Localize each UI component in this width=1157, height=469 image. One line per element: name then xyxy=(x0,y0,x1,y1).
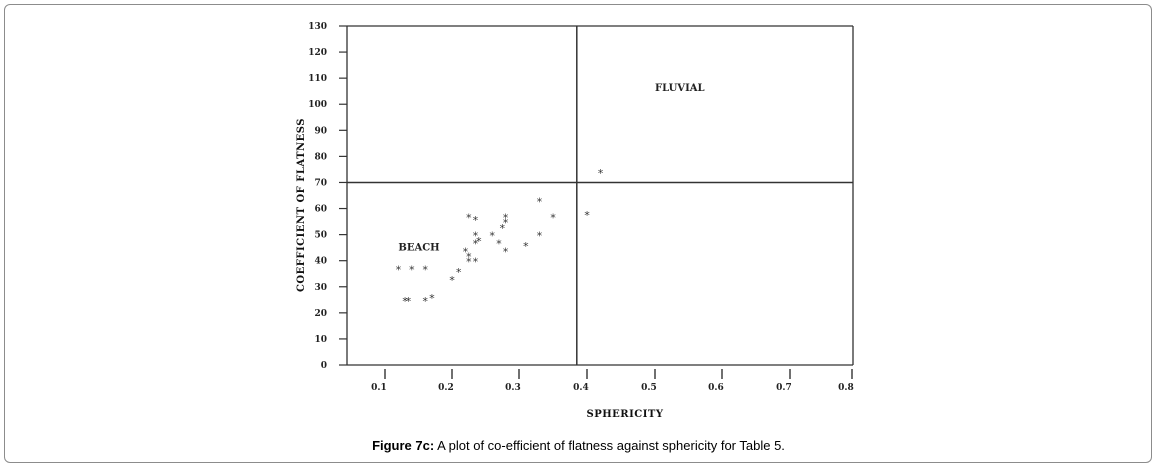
data-point: * xyxy=(536,196,543,209)
data-point: * xyxy=(472,256,479,269)
data-point: * xyxy=(405,295,412,308)
y-tick-label: 20 xyxy=(314,309,327,319)
data-point: * xyxy=(550,211,557,224)
data-point: * xyxy=(395,264,402,277)
y-tick-label: 0 xyxy=(321,361,327,371)
data-point: * xyxy=(402,295,409,308)
data-point: * xyxy=(429,292,436,305)
y-tick-label: 60 xyxy=(314,205,327,215)
data-points: **************** **** **** * *** * * xyxy=(395,167,604,308)
x-axis-title: SPHERICITY xyxy=(586,409,663,420)
data-point: * xyxy=(449,274,456,287)
data-point: * xyxy=(465,256,472,269)
y-tick-label: 90 xyxy=(314,126,327,136)
data-point: * xyxy=(475,235,482,248)
y-tick-label: 80 xyxy=(314,152,327,162)
data-point: * xyxy=(465,211,472,224)
caption-label: Figure 7c: xyxy=(372,438,435,453)
data-point: * xyxy=(465,250,472,263)
figure-frame xyxy=(4,4,1152,463)
data-point: * xyxy=(489,230,496,243)
region-dividers xyxy=(347,26,853,365)
data-point: * xyxy=(422,264,429,277)
x-tick-label: 0.5 xyxy=(641,383,657,393)
x-tick-label: 0.4 xyxy=(573,383,589,393)
figure-caption: Figure 7c: A plot of co-efficient of fla… xyxy=(0,438,1157,453)
data-point: * xyxy=(584,209,591,222)
y-tick-label: 40 xyxy=(314,257,327,267)
data-point: * xyxy=(499,222,506,235)
data-point: * xyxy=(455,266,462,279)
chart-ticks: 0 10 20 30 40 50 60 70 80 90 100 110 120 130 0.1 0.2 0.3… xyxy=(308,22,854,393)
data-point: * xyxy=(408,264,415,277)
x-tick-label: 0.8 xyxy=(838,383,854,393)
data-point: * xyxy=(597,167,604,180)
data-point: * xyxy=(496,237,503,250)
x-tick-label: 0.1 xyxy=(371,383,387,393)
data-point: * xyxy=(536,230,543,243)
y-tick-label: 30 xyxy=(314,283,327,293)
data-point: * xyxy=(522,240,529,253)
y-tick-label: 50 xyxy=(314,231,327,241)
data-point: * xyxy=(472,230,479,243)
y-tick-label: 120 xyxy=(308,48,327,58)
caption-text: A plot of co-efficient of flatness again… xyxy=(434,438,785,453)
x-tick-label: 0.2 xyxy=(438,383,454,393)
data-point: * xyxy=(502,211,509,224)
y-tick-label: 70 xyxy=(314,178,327,188)
x-tick-label: 0.6 xyxy=(708,383,724,393)
y-tick-label: 10 xyxy=(314,335,327,345)
data-point: * xyxy=(472,237,479,250)
x-tick-label: 0.7 xyxy=(776,383,792,393)
data-point: * xyxy=(462,245,469,258)
chart-labels: FLUVIAL BEACH SPHERICITY COEFFICIENT OF FLA… xyxy=(296,83,705,420)
data-point: * xyxy=(472,214,479,227)
region-label: FLUVIAL xyxy=(655,83,705,94)
data-point: * xyxy=(502,245,509,258)
data-point: * xyxy=(422,295,429,308)
x-tick-label: 0.3 xyxy=(505,383,521,393)
y-tick-label: 130 xyxy=(308,22,327,32)
region-label: BEACH xyxy=(398,242,439,253)
y-axis-title: COEFFICIENT OF FLATNESS xyxy=(296,118,307,292)
chart-axes xyxy=(346,25,854,366)
data-point: * xyxy=(502,217,509,230)
y-tick-label: 110 xyxy=(308,74,327,84)
y-tick-label: 100 xyxy=(308,100,327,110)
